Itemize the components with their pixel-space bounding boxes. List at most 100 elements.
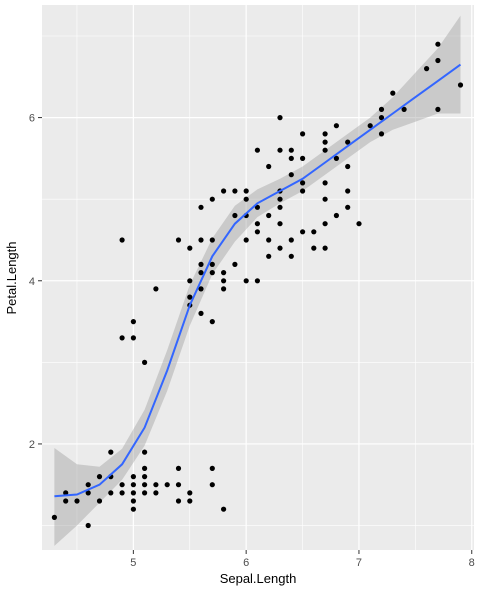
data-point [130,482,136,488]
data-point [345,163,351,170]
data-point [198,261,204,267]
data-point [209,237,215,243]
data-point [435,106,441,112]
data-point [175,482,182,488]
data-point [85,482,91,488]
data-point [288,147,294,153]
data-point [277,245,283,251]
data-point [108,449,114,455]
data-point [288,155,294,161]
data-point [435,57,441,64]
data-point [209,465,215,471]
data-point [187,245,193,251]
data-point [63,490,69,496]
data-point [311,245,317,251]
data-point [345,204,351,210]
data-point [254,278,260,284]
x-axis-ticks: 5 6 7 8 [130,550,475,569]
data-point [435,41,441,47]
x-axis-title: Sepal.Length [220,571,297,586]
data-point [333,123,339,129]
data-point [322,221,328,227]
data-point [232,261,238,267]
x-tick-label: 5 [130,557,136,569]
data-point [390,90,396,96]
data-point [300,131,306,137]
data-point [198,270,204,276]
data-point [96,474,103,480]
data-point [288,172,294,178]
data-point [142,474,148,480]
data-point [142,465,148,471]
data-point [378,106,385,112]
data-point [153,490,159,496]
data-point [232,188,238,194]
data-point [322,180,328,186]
data-point [311,229,317,235]
data-point [119,237,125,243]
data-point [85,522,91,529]
x-tick-label: 7 [356,557,362,569]
data-point [266,253,272,259]
data-point [367,123,373,129]
data-point [333,212,339,219]
data-point [254,229,260,235]
data-point [187,490,193,496]
data-point [119,490,125,496]
data-point [209,319,215,325]
data-point [322,131,328,137]
data-point [164,482,170,488]
data-point [198,310,204,316]
data-point [209,261,215,267]
data-point [142,359,148,365]
data-points [51,41,464,529]
data-point [198,237,204,243]
data-point [209,196,215,202]
data-point [221,278,227,284]
data-point [322,245,328,251]
data-point [130,506,136,512]
data-point [457,82,464,88]
data-point [187,498,193,504]
minor-gridlines [42,5,474,550]
y-tick-label: 2 [29,439,35,451]
data-point [288,253,294,259]
data-point [96,498,103,504]
data-point [288,237,294,243]
data-point [130,498,136,504]
data-point [254,147,260,153]
data-point [142,490,148,496]
x-tick-label: 6 [243,557,249,569]
data-point [277,196,283,202]
data-point [209,482,215,488]
y-tick-label: 4 [29,276,35,288]
data-point [119,482,125,488]
data-point [424,66,430,72]
data-point [232,212,238,219]
y-tick-label: 6 [29,113,35,125]
data-point [130,335,136,341]
data-point [221,270,227,276]
data-point [356,221,362,227]
data-point [175,465,182,471]
data-point [322,139,328,145]
data-point [266,237,272,243]
data-point [142,482,148,488]
data-point [266,163,272,170]
data-point [108,490,114,496]
data-point [277,115,283,121]
data-point [378,115,385,121]
data-point [333,155,339,161]
data-point [221,286,227,292]
data-point [209,270,215,276]
data-point [187,278,193,284]
data-point [130,474,136,480]
data-point [378,131,385,137]
data-point [142,449,148,455]
data-point [130,319,136,325]
smooth-trend-line [54,63,462,498]
data-point [345,139,351,145]
data-point [300,180,306,186]
data-point [74,498,80,504]
